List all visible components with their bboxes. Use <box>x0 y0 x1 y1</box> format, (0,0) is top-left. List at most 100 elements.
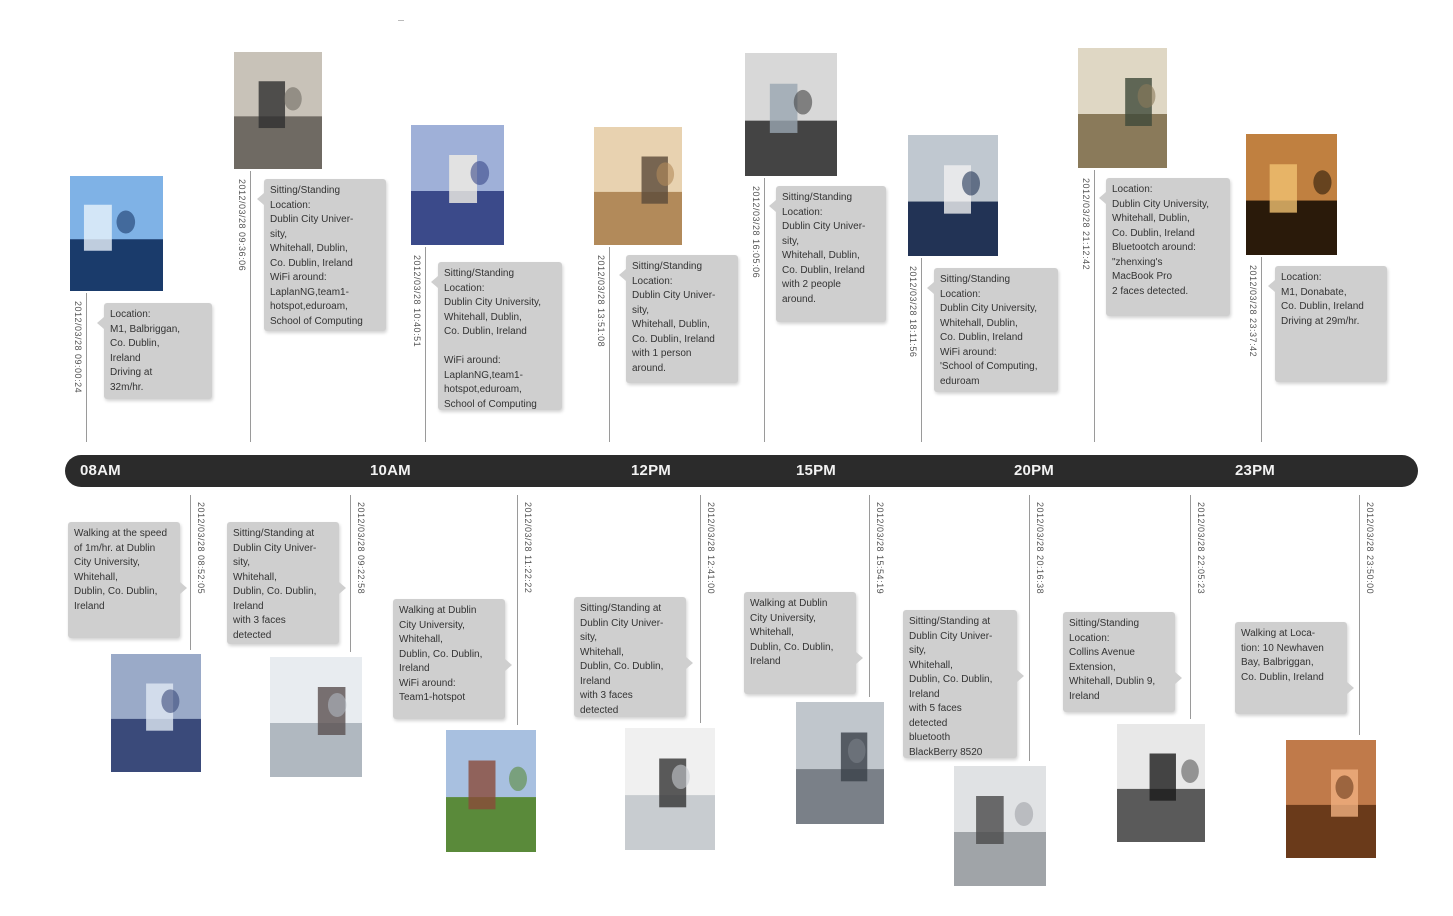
event-text-line: Whitehall, Dublin, <box>632 319 710 330</box>
event-text-line: WiFi around: <box>940 346 997 358</box>
connector-line <box>700 495 701 723</box>
event-text-line: Co. Dublin, Ireland <box>782 264 865 276</box>
event-photo <box>111 654 201 772</box>
event-text-line: Dublin City Univer- <box>580 617 664 629</box>
connector-line <box>1359 495 1360 735</box>
event-text-line: with 2 people <box>782 279 841 290</box>
event-text-line: Co. Dublin, Ireland <box>270 257 353 269</box>
event-text-line: Dublin, Co. Dublin, <box>74 586 158 597</box>
event-text-line: Walking at Loca- <box>1241 628 1316 639</box>
event-text-line: with 3 faces <box>233 615 286 626</box>
event-text-line: Whitehall, <box>909 659 953 671</box>
hour-label: 20PM <box>1014 462 1054 479</box>
event-text-line: School of Computing <box>270 315 363 327</box>
event-text-line: Bluetootch around: <box>1112 242 1196 253</box>
timestamp-label: 2012/03/28 21:12:42 <box>1081 178 1091 271</box>
event-text-line: Dublin, Co. Dublin, <box>233 586 317 597</box>
event-text-line: Co. Dublin, Ireland <box>632 333 715 345</box>
event-photo <box>411 125 504 245</box>
event-text-line: Dublin City University, <box>444 297 542 308</box>
event-text-line: Whitehall, Dublin, <box>1112 213 1190 224</box>
timeline-bar <box>65 455 1418 487</box>
event-text-line: Dublin, Co. Dublin, <box>750 641 834 653</box>
event-text-line: of 1m/hr. at Dublin <box>74 542 156 554</box>
event-text-line: around. <box>632 362 666 374</box>
event-text-line: Whitehall, <box>233 571 277 583</box>
event-text-line: BlackBerry 8520 <box>909 746 983 758</box>
event-text-line: Dublin, Co. Dublin, <box>909 674 993 685</box>
event-text-line: LaplanNG,team1- <box>444 369 523 381</box>
event-photo <box>745 53 837 176</box>
event-info-bubble: Location: Dublin City University, Whitehal… <box>1099 178 1230 316</box>
connector-line <box>86 293 87 442</box>
timestamp-label: 2012/03/28 12:41:00 <box>706 502 716 595</box>
event-text-line: Location: <box>1069 632 1110 644</box>
event-text-line: M1, Balbriggan, <box>110 323 181 335</box>
event-info-bubble: Walking at Loca-tion: 10 Newhaven Bay, Ba… <box>1235 622 1354 714</box>
connector-line <box>1261 257 1262 442</box>
event-info-bubble: Location: M1, Donabate, Co. Dublin, Irelan… <box>1268 266 1387 382</box>
timestamp-label: 2012/03/28 15:54:19 <box>875 502 885 595</box>
event-text-line: Co. Dublin, Ireland <box>1112 227 1195 239</box>
event-info-bubble: Sitting/Standing Location: Dublin City Uni… <box>769 186 886 322</box>
event-text-line: Dublin City Univer- <box>782 221 866 232</box>
event-text-line: Driving at 29m/hr. <box>1281 315 1360 327</box>
event-text-line: Sitting/Standing <box>632 261 703 272</box>
timestamp-label: 2012/03/28 09:22:58 <box>356 502 366 595</box>
event-text-line: Whitehall, Dublin, <box>782 250 860 261</box>
timestamp-label: 2012/03/28 18:11:56 <box>908 266 918 358</box>
event-text-line: Sitting/Standing at <box>909 616 991 627</box>
event-info-bubble: Location: M1, Balbriggan, Co. Dublin, Irela… <box>97 303 212 399</box>
event-text-line: 2 faces detected. <box>1112 285 1189 297</box>
timestamp-label: 2012/03/28 10:40:51 <box>412 255 422 348</box>
event-text-line: detected <box>580 704 619 716</box>
event-text-line: Walking at Dublin <box>399 605 477 616</box>
connector-line <box>921 258 922 442</box>
event-text-line: hotspot,eduroam, <box>270 301 348 312</box>
hour-label: 15PM <box>796 462 836 479</box>
event-text-line: with 1 person <box>632 348 692 359</box>
event-text-line: Whitehall, Dublin 9, <box>1069 676 1156 687</box>
event-info-bubble: Sitting/Standing Location: Collins Avenue E… <box>1063 612 1182 712</box>
event-text-line: Ireland <box>750 656 781 667</box>
event-text-line: Location: <box>940 288 981 300</box>
event-text-line <box>444 340 556 355</box>
event-text-line: School of Computing <box>444 398 537 410</box>
event-text-line: eduroam <box>940 375 980 387</box>
event-text-line: detected <box>909 717 948 729</box>
event-text-line: City University, <box>399 619 465 631</box>
event-text-line: sity, <box>909 645 927 656</box>
event-text-line: Ireland <box>909 688 940 700</box>
event-text-line: sity, <box>632 304 650 316</box>
connector-line <box>517 495 518 725</box>
event-text-line: Ireland <box>1069 690 1100 702</box>
event-photo <box>908 135 998 256</box>
connector-line <box>1029 495 1030 761</box>
event-text-line: City University, <box>750 612 816 624</box>
event-text-line: hotspot,eduroam, <box>444 384 522 395</box>
hour-label: 08AM <box>80 462 121 479</box>
event-text-line: Dublin, Co. Dublin, <box>580 661 664 672</box>
event-text-line: tion: 10 Newhaven <box>1241 642 1324 654</box>
event-text-line: MacBook Pro <box>1112 271 1173 282</box>
event-text-line: Collins Avenue <box>1069 647 1135 658</box>
connector-line <box>869 495 870 697</box>
connector-line <box>609 247 610 442</box>
event-text-line: Dublin City Univer- <box>270 214 354 225</box>
event-text-line: Ireland <box>580 675 611 687</box>
event-info-bubble: Sitting/Standing Location: Dublin City Uni… <box>257 179 386 331</box>
event-info-bubble: Sitting/Standing Location: Dublin City Uni… <box>431 262 562 410</box>
event-text-line: Ireland <box>233 600 264 612</box>
event-info-bubble: Sitting/Standing Location: Dublin City Uni… <box>927 268 1058 392</box>
event-photo <box>594 127 682 245</box>
event-text-line: Location: <box>110 309 151 320</box>
timestamp-label: 2012/03/28 22:05:23 <box>1196 502 1206 595</box>
connector-line <box>1094 170 1095 442</box>
event-text-line: Ireland <box>399 663 430 674</box>
event-text-line: Co. Dublin, Ireland <box>940 332 1023 343</box>
event-text-line: around. <box>782 293 816 305</box>
event-photo <box>70 176 163 291</box>
event-text-line: WiFi around: <box>444 355 501 366</box>
event-info-bubble: Sitting/Standing Location: Dublin City Uni… <box>619 255 738 383</box>
event-text-line: Location: <box>1281 272 1322 283</box>
